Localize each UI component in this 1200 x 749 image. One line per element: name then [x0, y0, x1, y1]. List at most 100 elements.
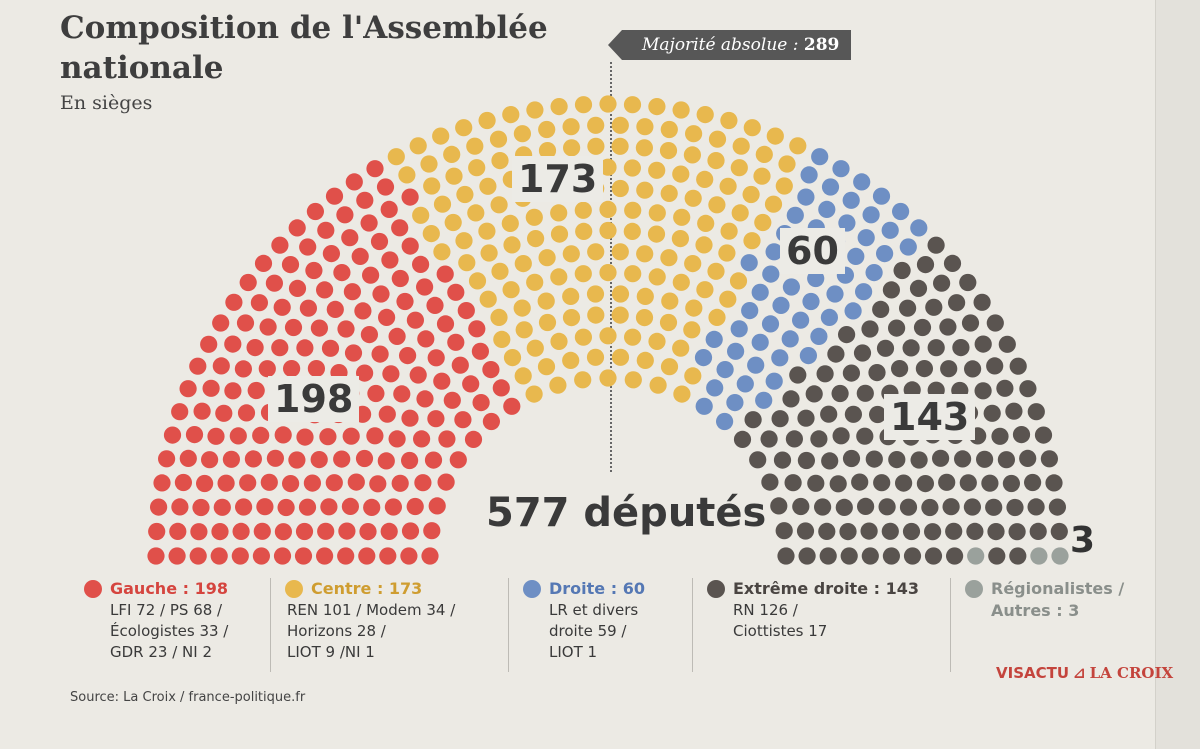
seat-gauche: [366, 160, 384, 178]
source-note: Source: La Croix / france-politique.fr: [70, 690, 306, 705]
seat-gauche: [189, 357, 207, 375]
seat-centre: [611, 179, 629, 198]
seat-centre: [466, 137, 484, 155]
seat-centre: [574, 201, 592, 219]
seat-gauche: [503, 397, 521, 415]
seat-centre: [696, 170, 714, 188]
seat-gauche: [274, 523, 292, 541]
seat-extreme-droite: [942, 498, 960, 516]
seat-gauche: [359, 523, 377, 541]
seat-extreme-droite: [851, 473, 869, 491]
count-centre: 173: [512, 156, 604, 202]
seat-centre: [433, 195, 452, 213]
seat-gauche: [237, 404, 256, 422]
seat-gauche: [207, 427, 225, 445]
seat-gauche: [305, 261, 323, 280]
seat-centre: [636, 287, 654, 305]
legend-swatch-extreme-droite: [707, 579, 725, 598]
seat-centre: [753, 167, 771, 185]
seat-gauche: [239, 273, 257, 292]
seat-centre: [636, 181, 654, 199]
seat-gauche: [401, 522, 420, 540]
seat-gauche: [406, 497, 424, 516]
seat-centre: [635, 139, 654, 157]
seat-extreme-droite: [939, 318, 957, 336]
seat-centre: [685, 299, 703, 317]
seat-droite: [876, 245, 894, 263]
seat-centre: [611, 137, 629, 155]
seat-extreme-droite: [869, 405, 887, 424]
seat-gauche: [317, 522, 335, 540]
seat-droite: [751, 333, 769, 351]
seat-gauche: [388, 430, 406, 448]
seat-extreme-droite: [1019, 380, 1037, 398]
seat-extreme-droite: [948, 294, 966, 312]
seat-extreme-droite: [856, 384, 874, 402]
seat-extreme-droite: [881, 522, 899, 540]
seat-centre: [697, 214, 715, 232]
seat-gauche: [437, 473, 455, 491]
seat-centre: [718, 244, 736, 262]
seat-extreme-droite: [940, 360, 958, 378]
seat-centre: [513, 299, 531, 317]
seat-gauche: [265, 274, 283, 292]
seat-gauche: [409, 366, 427, 384]
seat-centre: [685, 125, 703, 143]
seat-gauche: [320, 498, 338, 516]
seat-extreme-droite: [899, 498, 918, 516]
chart-subtitle: En sièges: [60, 92, 153, 114]
legend-extreme-droite: Extrême droite : 143 RN 126 / Ciottistes…: [692, 578, 947, 672]
seat-gauche: [468, 320, 486, 338]
seat-gauche: [391, 269, 409, 288]
seat-centre: [647, 225, 666, 243]
seat-extreme-droite: [842, 449, 861, 468]
seat-gauche: [367, 384, 385, 403]
seat-centre: [660, 184, 678, 202]
seat-centre: [503, 236, 521, 254]
seat-droite: [736, 375, 754, 393]
seat-extreme-droite: [1027, 403, 1045, 421]
seat-droite: [821, 178, 840, 196]
seat-centre: [672, 101, 690, 119]
seat-gauche: [433, 372, 451, 390]
seat-gauche: [271, 339, 289, 357]
seat-gauche: [217, 474, 235, 492]
seat-centre: [636, 351, 654, 369]
seat-gauche: [307, 360, 325, 378]
seat-droite: [781, 330, 799, 348]
legend-line: LIOT 9 /NI 1: [287, 643, 375, 661]
seat-centre: [514, 255, 532, 273]
seat-gauche: [351, 247, 369, 265]
seat-centre: [538, 120, 556, 139]
seat-centre: [648, 98, 666, 116]
seat-centre: [387, 148, 405, 166]
seat-gauche: [424, 451, 443, 469]
seat-extreme-droite: [1005, 402, 1023, 420]
seat-droite: [716, 361, 734, 379]
seat-extreme-droite: [820, 405, 838, 423]
majority-label: Majorité absolue :: [642, 35, 799, 55]
seat-droite: [730, 320, 748, 338]
seat-gauche: [345, 173, 363, 191]
seat-extreme-droite: [899, 299, 917, 317]
legend-head-extreme-droite: Extrême droite : 143: [733, 579, 919, 598]
seat-droite: [799, 347, 818, 365]
seat-extreme-droite: [1009, 547, 1027, 565]
seat-droite: [802, 292, 820, 311]
seat-extreme-droite: [925, 298, 943, 316]
seat-autres: [967, 547, 985, 565]
seat-gauche: [412, 255, 430, 273]
seat-gauche: [462, 375, 480, 393]
seat-gauche: [225, 293, 243, 311]
seat-gauche: [229, 427, 247, 445]
seat-centre: [468, 272, 487, 290]
seat-gauche: [380, 200, 398, 218]
seat-centre: [624, 265, 642, 283]
seat-centre: [720, 222, 738, 240]
seat-extreme-droite: [733, 430, 752, 448]
seat-gauche: [333, 450, 351, 468]
seat-gauche: [416, 390, 434, 408]
seat-gauche: [438, 430, 456, 448]
seat-droite: [857, 229, 875, 247]
seat-gauche: [247, 381, 265, 400]
